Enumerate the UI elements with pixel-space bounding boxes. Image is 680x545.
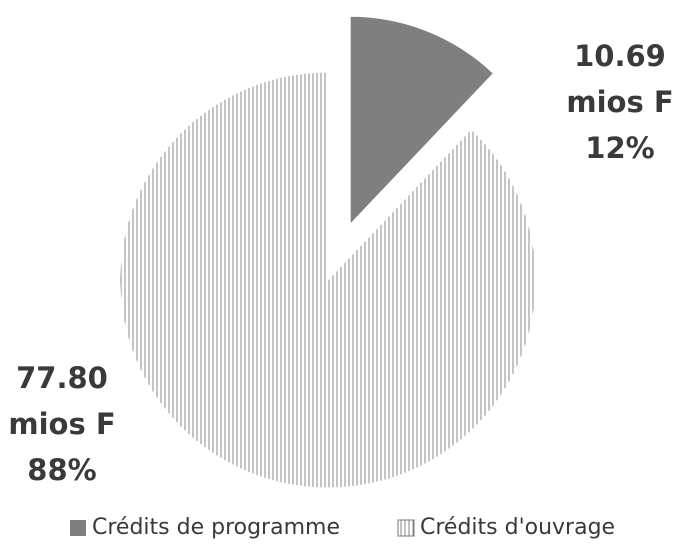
data-label: 10.69 bbox=[574, 39, 666, 73]
pie-slice bbox=[119, 71, 537, 489]
pie-slice bbox=[349, 15, 495, 226]
legend-swatch bbox=[397, 519, 415, 537]
legend-label: Crédits d'ouvrage bbox=[420, 515, 615, 540]
data-label-percent: 12% bbox=[585, 131, 654, 165]
legend-swatch bbox=[70, 520, 86, 536]
data-label-unit: mios F bbox=[566, 85, 673, 119]
legend-label: Crédits de programme bbox=[92, 515, 340, 540]
data-label: 77.80 bbox=[16, 361, 108, 395]
data-label-percent: 88% bbox=[27, 453, 96, 487]
data-label-unit: mios F bbox=[8, 407, 115, 441]
